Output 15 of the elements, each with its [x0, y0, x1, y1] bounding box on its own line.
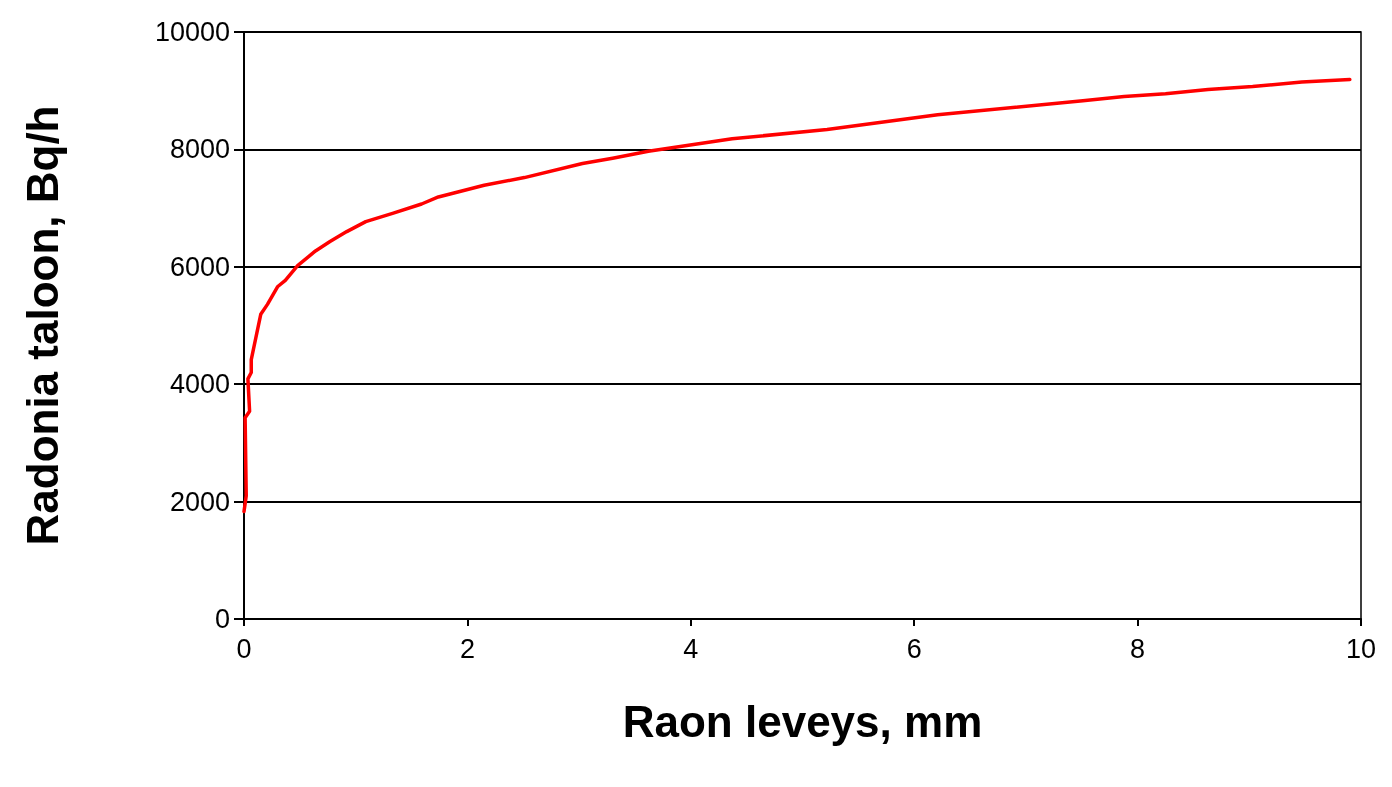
y-tick-label: 2000: [169, 486, 230, 517]
line-series: [242, 77, 1352, 514]
y-axis-title: Radonia taloon, Bq/h: [17, 105, 67, 546]
x-axis-title: Raon leveys, mm: [622, 696, 983, 746]
x-tick-label: 2: [459, 633, 475, 664]
x-tick-label: 6: [906, 633, 922, 664]
x-tick-label: 4: [683, 633, 699, 664]
y-tick-label: 6000: [169, 251, 230, 282]
y-tick-label: 10000: [154, 17, 230, 47]
x-tick-label: 8: [1130, 633, 1146, 664]
y-tick-label: 0: [214, 604, 230, 634]
x-tick-label: 10: [1345, 633, 1377, 664]
x-tick-label: 0: [236, 633, 252, 664]
y-tick-label: 4000: [169, 369, 230, 400]
y-tick-label: 8000: [169, 134, 230, 165]
